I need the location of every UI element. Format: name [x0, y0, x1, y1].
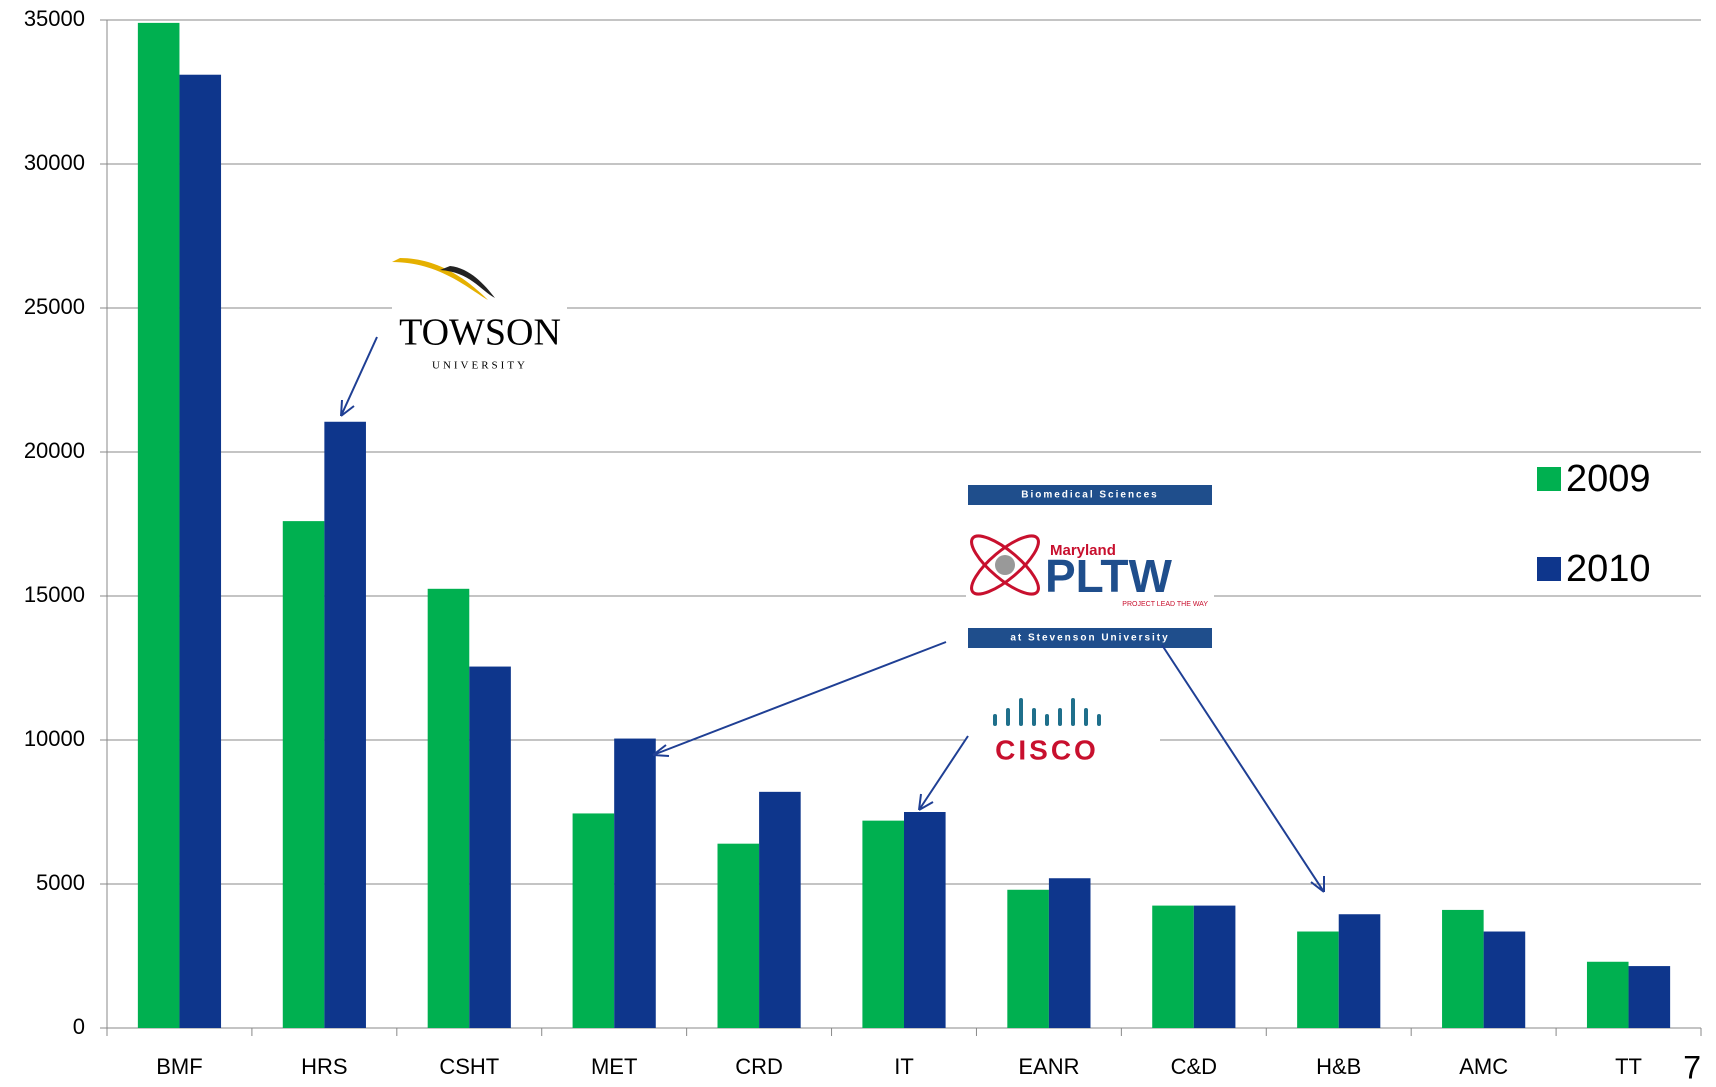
legend-label: 2010 [1566, 548, 1651, 590]
logo-background [392, 257, 567, 372]
arrows [340, 336, 1325, 893]
y-tick-label: 15000 [24, 582, 85, 607]
arrow [918, 735, 969, 811]
arrow [1161, 644, 1325, 893]
logo-text: Maryland [1050, 542, 1116, 559]
y-tick-label: 35000 [24, 6, 85, 31]
x-tick-label: IT [894, 1054, 914, 1079]
logo-swoosh [392, 258, 488, 300]
cisco-logo: CISCO [965, 689, 1160, 769]
bar [759, 791, 801, 1028]
bar [1338, 914, 1381, 1028]
y-tick-label: 10000 [24, 726, 85, 751]
bar [469, 666, 511, 1028]
bar [282, 521, 325, 1028]
y-tick-label: 5000 [36, 870, 85, 895]
logo-bars [993, 698, 1101, 726]
bar [1442, 909, 1484, 1028]
x-tick-label: HRS [301, 1054, 347, 1079]
logo-text: CISCO [995, 734, 1099, 765]
logo-gear [995, 555, 1015, 575]
bar [179, 74, 222, 1029]
bar [1586, 961, 1629, 1028]
logo-atom [970, 534, 1040, 596]
bar [1048, 878, 1091, 1028]
y-tick-label: 25000 [24, 294, 85, 319]
y-tick-label: 0 [73, 1014, 85, 1039]
bar [1152, 905, 1194, 1028]
logo-text: at Stevenson University [1010, 633, 1169, 644]
x-tick-label: CSHT [439, 1054, 499, 1079]
legend-swatch [1537, 557, 1561, 581]
x-tick-label: TT [1615, 1054, 1642, 1079]
x-tick-label: EANR [1018, 1054, 1079, 1079]
logo-background [965, 689, 1160, 769]
x-tick-label: C&D [1171, 1054, 1217, 1079]
bar [614, 738, 656, 1028]
bar [717, 843, 760, 1028]
y-tick-label: 30000 [24, 150, 85, 175]
logo-text: PLTW [1045, 550, 1172, 602]
x-tick-label: AMC [1459, 1054, 1508, 1079]
bar [324, 421, 366, 1028]
bar [572, 813, 615, 1028]
bar [1628, 966, 1671, 1028]
x-tick-label: MET [591, 1054, 637, 1079]
bar [427, 588, 470, 1028]
x-tick-label: CRD [735, 1054, 783, 1079]
bar [137, 22, 180, 1028]
bar [1483, 931, 1526, 1028]
logo-text: Biomedical Sciences [1021, 490, 1159, 501]
towson-logo: TOWSON UNIVERSITY [392, 257, 567, 372]
logo-atom [970, 534, 1040, 596]
arrow [652, 641, 947, 757]
slide-number: 7 [1683, 1049, 1701, 1085]
logo-text: TOWSON [399, 312, 561, 354]
bar [1297, 931, 1339, 1028]
logo-text: PROJECT LEAD THE WAY [1122, 601, 1208, 608]
legend-label: 2009 [1566, 458, 1651, 500]
logo-bar [968, 628, 1212, 648]
logo-text: UNIVERSITY [432, 360, 528, 372]
bar [1007, 889, 1049, 1028]
x-tick-label: BMF [156, 1054, 202, 1079]
legend-swatch [1537, 467, 1561, 491]
y-tick-label: 20000 [24, 438, 85, 463]
logo-swoosh [440, 266, 495, 298]
logo-bar [968, 485, 1212, 505]
arrow [340, 336, 378, 417]
pltw-logo: Biomedical Sciences Maryland PLTW PROJEC… [966, 481, 1214, 648]
x-tick-label: H&B [1316, 1054, 1361, 1079]
bar [1193, 905, 1236, 1028]
plot: 0 5000 10000 15000 20000 25000 30000 35000 BMF HR… [24, 6, 1702, 1079]
bar [904, 812, 946, 1028]
bar [862, 820, 904, 1028]
